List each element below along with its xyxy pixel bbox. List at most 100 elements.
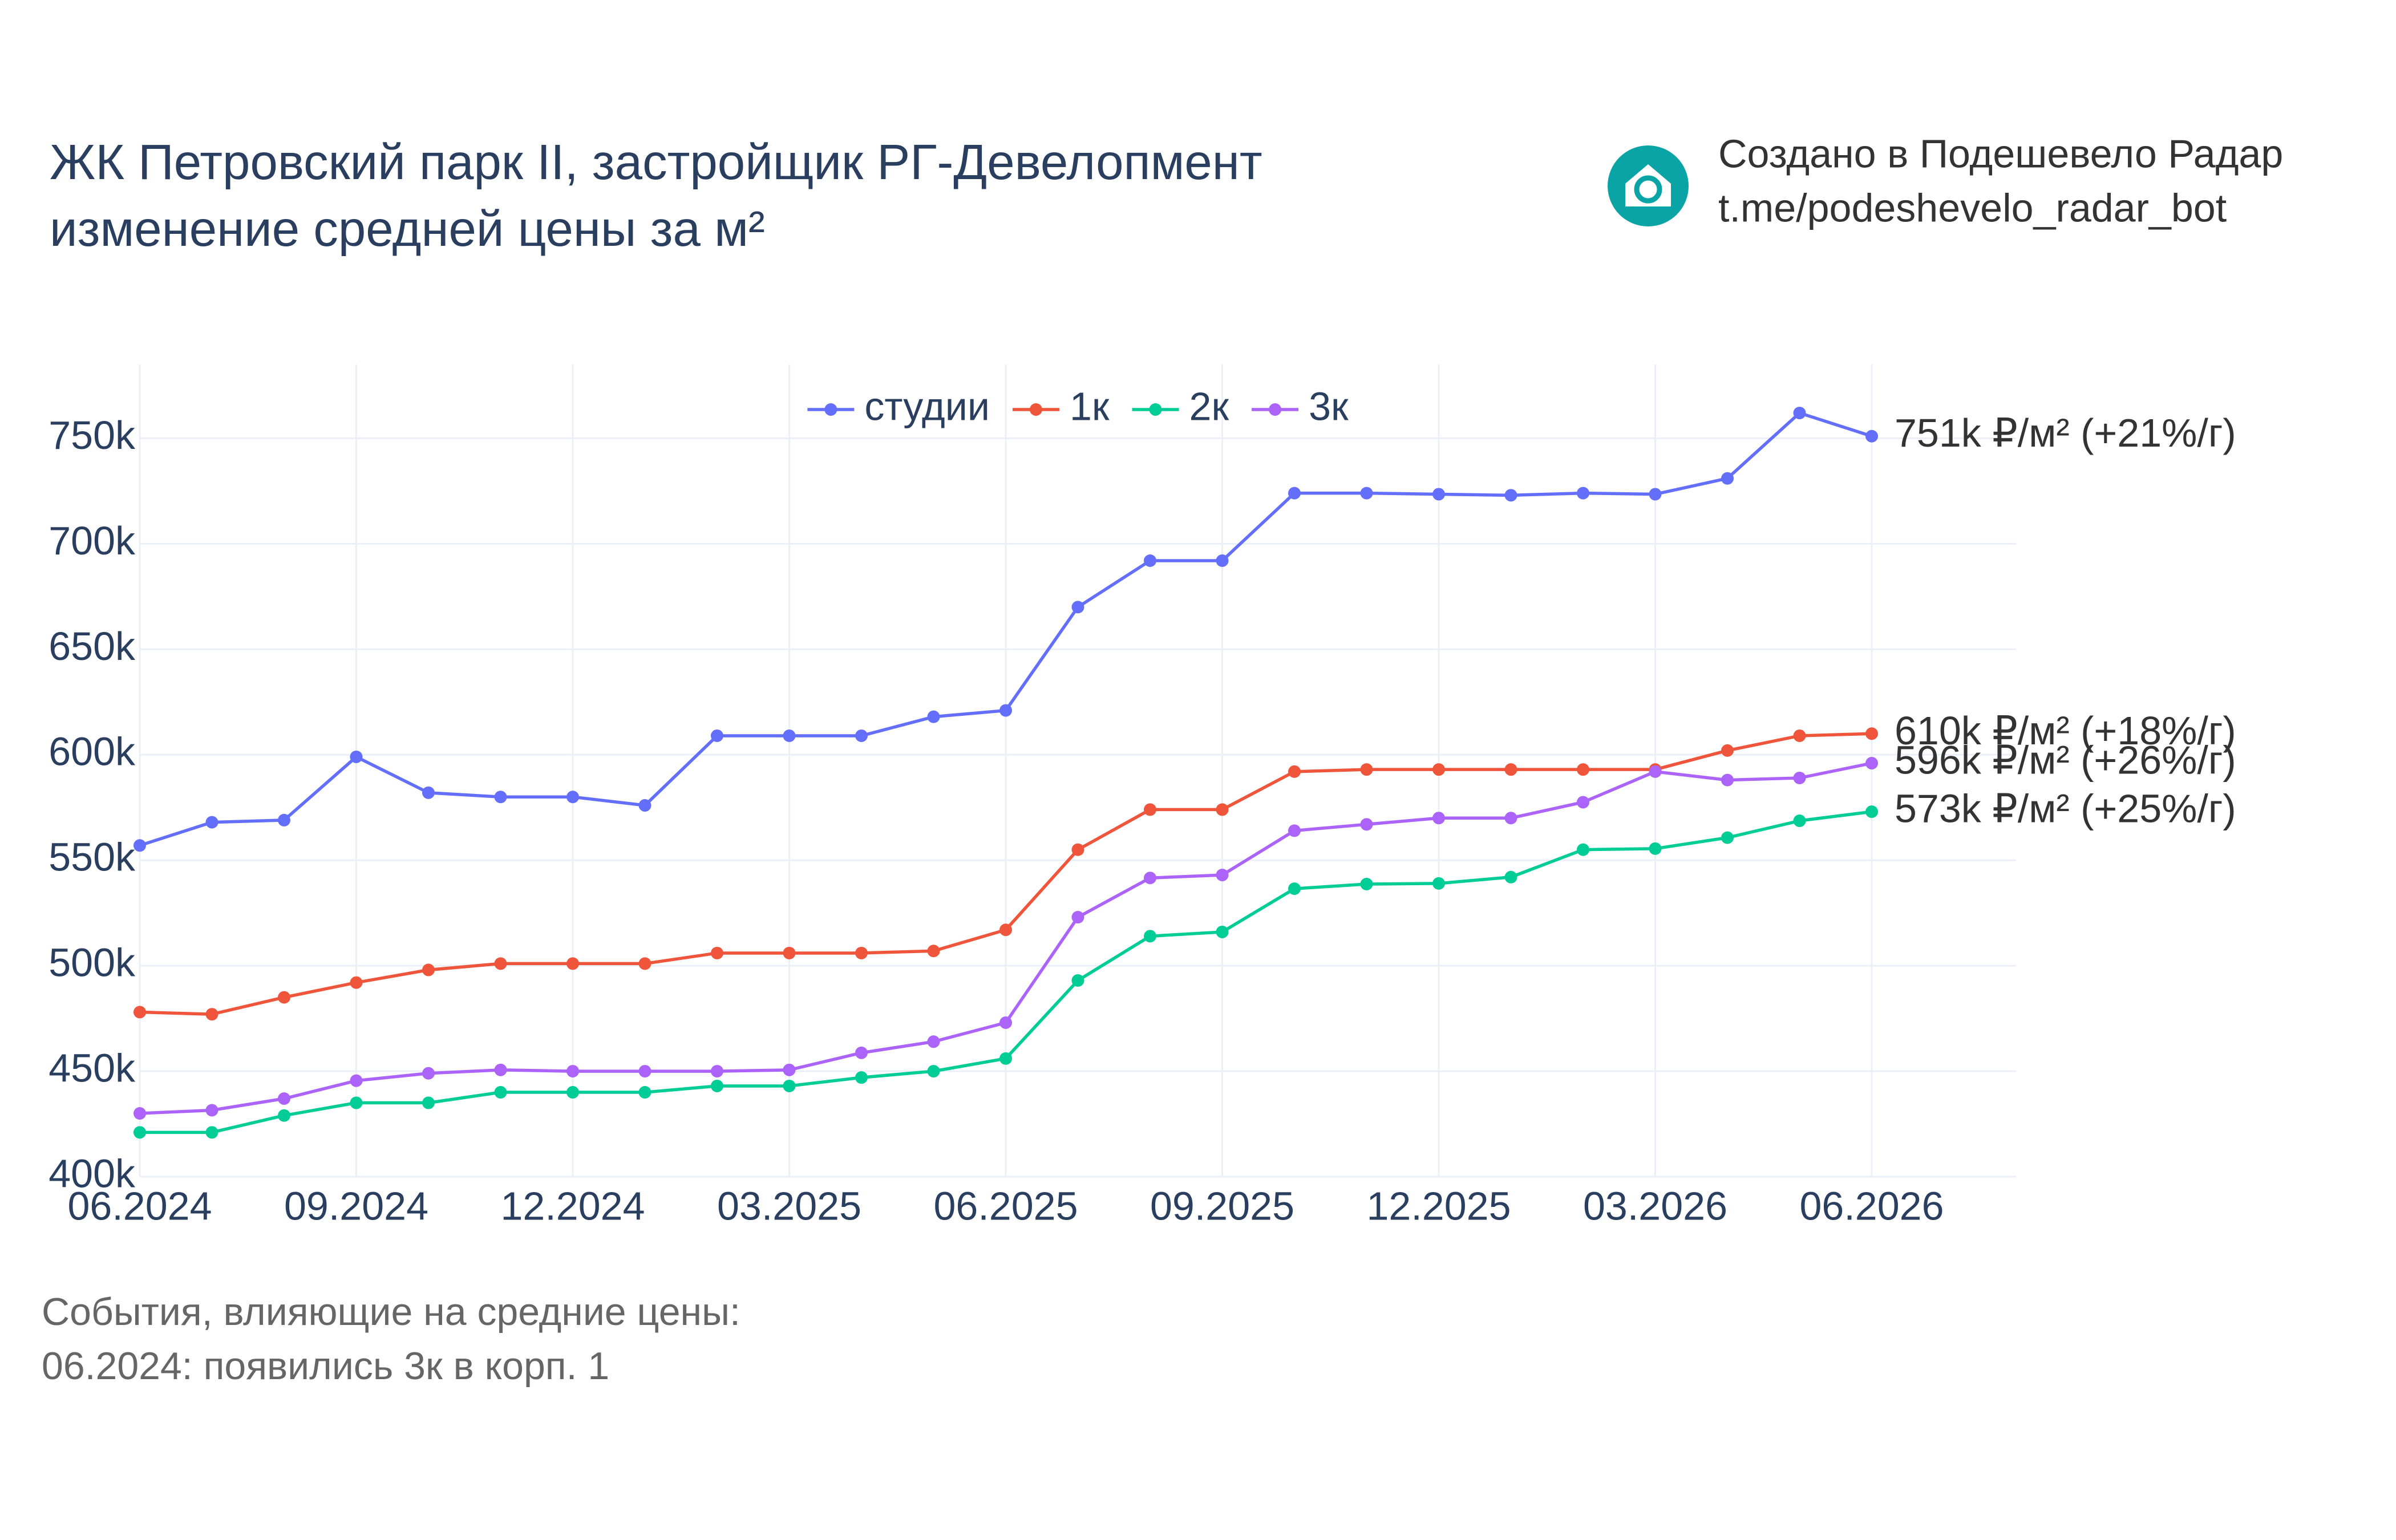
marker [278, 1092, 290, 1105]
marker [1288, 487, 1301, 500]
marker [999, 923, 1012, 937]
marker [1432, 763, 1445, 776]
legend-marker [1269, 403, 1282, 416]
marker [1144, 554, 1156, 567]
marker [1071, 974, 1084, 987]
marker [566, 957, 579, 970]
marker [1360, 763, 1373, 776]
marker [999, 704, 1012, 717]
marker [855, 946, 868, 959]
legend-label: студии [864, 384, 990, 428]
marker [1649, 488, 1662, 501]
marker [1577, 763, 1589, 776]
value-label: 596k ₽/м² (+26%/г) [1895, 738, 2236, 783]
y-tick-label: 650k [48, 624, 136, 668]
marker [133, 1006, 146, 1019]
y-tick-label: 550k [48, 835, 136, 880]
legend-marker [1029, 403, 1042, 416]
marker [1144, 930, 1156, 943]
marker [638, 1086, 651, 1099]
marker [638, 1065, 651, 1078]
marker [1577, 487, 1589, 500]
marker [1721, 831, 1734, 844]
marker [1216, 869, 1229, 882]
marker [422, 963, 435, 976]
marker [1504, 489, 1517, 502]
marker [1360, 487, 1373, 500]
credit-line: t.me/podeshevelo_radar_bot [1718, 185, 2227, 230]
y-tick-label: 400k [48, 1151, 136, 1195]
marker [783, 946, 796, 959]
marker [638, 957, 651, 970]
marker [1071, 911, 1084, 924]
chart-subtitle: изменение средней цены за м² [50, 201, 765, 257]
marker [1071, 843, 1084, 856]
marker [783, 1079, 796, 1092]
marker [1216, 803, 1229, 816]
value-label: 573k ₽/м² (+25%/г) [1895, 787, 2236, 831]
events-title: События, влияющие на средние цены: [42, 1290, 740, 1334]
marker [1865, 727, 1878, 740]
marker [638, 799, 651, 812]
marker [422, 1067, 435, 1080]
marker [133, 1126, 146, 1139]
y-tick-label: 700k [48, 518, 136, 563]
legend: студии 1к 2к 3к [807, 384, 1349, 428]
value-label: 751k ₽/м² (+21%/г) [1895, 411, 2236, 455]
marker [494, 791, 507, 804]
grid [139, 364, 2016, 1178]
credit-line: Создано в Подешевело Радар [1718, 131, 2283, 176]
x-tick-label: 06.2024 [67, 1184, 212, 1228]
x-tick-label: 09.2025 [1150, 1184, 1294, 1228]
series [133, 407, 1878, 852]
legend-label: 3к [1309, 384, 1349, 428]
marker [205, 816, 218, 829]
marker [783, 729, 796, 742]
marker [1649, 765, 1662, 778]
x-tick-label: 06.2025 [933, 1184, 1078, 1228]
legend-marker [824, 403, 837, 416]
marker [1649, 842, 1662, 855]
event-item: 06.2024: появились 3к в корп. 1 [42, 1344, 609, 1388]
marker [1865, 805, 1878, 818]
marker [1577, 843, 1589, 856]
marker [1288, 765, 1301, 778]
marker [999, 1016, 1012, 1029]
y-tick-label: 750k [48, 413, 136, 457]
marker [711, 729, 723, 742]
marker [1504, 812, 1517, 825]
marker [783, 1063, 796, 1076]
marker [422, 1096, 435, 1109]
marker [205, 1104, 218, 1117]
marker [1216, 925, 1229, 938]
marker [855, 1046, 868, 1059]
marker [855, 729, 868, 742]
marker [927, 1035, 940, 1048]
y-tick-label: 500k [48, 941, 136, 985]
x-tick-label: 03.2025 [717, 1184, 861, 1228]
x-tick-label: 12.2025 [1366, 1184, 1511, 1228]
marker [133, 839, 146, 852]
logo [1608, 145, 1689, 226]
legend-label: 2к [1189, 384, 1229, 428]
marker [278, 991, 290, 1004]
marker [1288, 824, 1301, 837]
marker [1793, 771, 1806, 784]
marker [1071, 601, 1084, 614]
series [133, 805, 1878, 1139]
series [133, 757, 1878, 1120]
chart-title: ЖК Петровский парк II, застройщик РГ-Дев… [50, 135, 1262, 190]
x-tick-label: 09.2024 [284, 1184, 428, 1228]
marker [1504, 763, 1517, 776]
marker [1721, 773, 1734, 787]
marker [1360, 877, 1373, 890]
marker [494, 1086, 507, 1099]
marker [494, 1063, 507, 1076]
marker [1504, 870, 1517, 884]
marker [205, 1008, 218, 1021]
y-tick-label: 450k [48, 1046, 136, 1091]
marker [855, 1071, 868, 1084]
marker [278, 1109, 290, 1122]
